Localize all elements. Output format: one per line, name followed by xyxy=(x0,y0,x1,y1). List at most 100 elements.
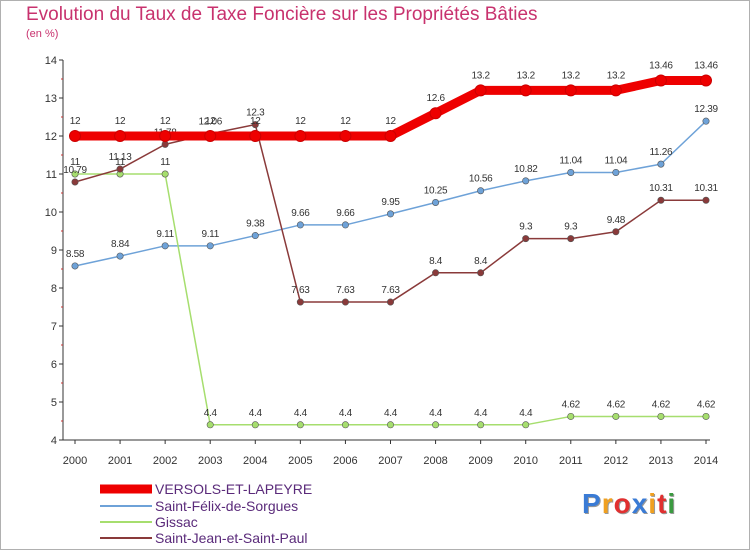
proxiti-logo: Proxiti xyxy=(582,488,676,520)
legend-label: VERSOLS-ET-LAPEYRE xyxy=(155,481,312,497)
y-tick-label: 12 xyxy=(45,131,57,143)
y-unit-label: (en %) xyxy=(26,28,59,40)
data-label: 13.46 xyxy=(694,61,718,72)
data-label: 4.4 xyxy=(519,408,533,419)
data-point xyxy=(341,221,349,229)
data-point xyxy=(429,107,442,120)
x-tick-label: 2009 xyxy=(468,455,492,467)
data-point xyxy=(249,130,262,142)
data-label: 10.25 xyxy=(424,186,448,197)
data-point xyxy=(700,74,712,87)
data-point xyxy=(71,170,79,178)
x-tick-label: 2006 xyxy=(333,455,357,467)
data-point xyxy=(522,177,530,185)
data-point xyxy=(206,421,214,429)
data-point xyxy=(386,210,394,218)
data-point xyxy=(567,168,575,176)
data-point xyxy=(296,298,304,306)
data-point xyxy=(296,221,304,229)
data-point xyxy=(206,242,214,250)
data-label: 12 xyxy=(70,116,81,127)
y-tick-label: 10 xyxy=(45,207,57,219)
data-point xyxy=(432,421,440,429)
data-label: 12 xyxy=(340,116,351,127)
data-label: 7.63 xyxy=(291,285,310,296)
data-label: 4.62 xyxy=(652,399,671,410)
y-tick-label: 4 xyxy=(51,435,57,447)
y-tick-label: 14 xyxy=(45,55,57,67)
data-point xyxy=(341,421,349,429)
data-point xyxy=(116,165,124,173)
data-label: 9.48 xyxy=(607,215,626,226)
data-point xyxy=(161,170,169,178)
legend-label: Saint-Félix-de-Sorgues xyxy=(155,498,298,514)
data-label: 4.4 xyxy=(294,408,308,419)
data-label: 11.26 xyxy=(650,147,674,158)
data-label: 10.82 xyxy=(514,164,538,175)
x-tick-label: 2003 xyxy=(198,455,222,467)
data-label: 4.4 xyxy=(474,408,488,419)
data-label: 8.58 xyxy=(66,249,85,260)
data-label: 12 xyxy=(295,116,306,127)
logo-letter: P xyxy=(582,488,602,519)
data-point xyxy=(116,252,124,260)
data-point xyxy=(432,199,440,207)
data-label: 11.04 xyxy=(604,155,628,166)
data-label: 13.46 xyxy=(649,61,673,72)
x-tick-label: 2010 xyxy=(513,455,537,467)
data-label: 11 xyxy=(70,157,81,168)
data-label: 13.2 xyxy=(517,70,536,81)
data-point xyxy=(432,269,440,277)
data-label: 12.06 xyxy=(198,117,222,128)
data-point xyxy=(204,130,217,142)
data-point xyxy=(657,412,665,420)
data-label: 13.2 xyxy=(472,70,491,81)
data-point xyxy=(519,84,532,97)
chart-title: Evolution du Taux de Taxe Foncière sur l… xyxy=(26,4,538,25)
data-point xyxy=(657,196,665,204)
data-point xyxy=(702,117,710,125)
data-point xyxy=(71,178,79,186)
data-label: 4.62 xyxy=(607,399,626,410)
data-label: 9.3 xyxy=(564,222,578,233)
data-label: 9.95 xyxy=(381,197,400,208)
data-label: 10.79 xyxy=(63,165,87,176)
series-saint-felix-de-sorgues: 8.58 8.84 9.11 9.11 9.38 9.66 9.66 9.95 10.25 10.… xyxy=(66,104,719,270)
data-label: 9.66 xyxy=(291,208,310,219)
data-point xyxy=(609,84,622,97)
data-label: 12 xyxy=(205,116,216,127)
data-point xyxy=(522,421,530,429)
y-tick-label: 9 xyxy=(51,245,57,257)
data-label: 8.4 xyxy=(429,256,443,267)
data-label: 8.4 xyxy=(474,256,488,267)
data-label: 9.11 xyxy=(201,229,219,240)
data-label: 10.31 xyxy=(649,183,673,194)
data-label: 7.63 xyxy=(336,285,355,296)
data-point xyxy=(294,130,307,142)
y-tick-label: 13 xyxy=(45,93,57,105)
data-point xyxy=(341,298,349,306)
x-tick-label: 2013 xyxy=(649,455,673,467)
data-point xyxy=(612,412,620,420)
data-label: 10.56 xyxy=(469,174,493,185)
x-tick-label: 2014 xyxy=(694,455,718,467)
data-label: 12.6 xyxy=(426,93,445,104)
x-tick-label: 2005 xyxy=(288,455,312,467)
data-label: 4.4 xyxy=(204,408,218,419)
x-tick-label: 2000 xyxy=(63,455,87,467)
y-tick-label: 11 xyxy=(46,169,57,181)
data-point xyxy=(251,421,259,429)
data-point xyxy=(567,412,575,420)
data-label: 7.63 xyxy=(381,285,400,296)
data-label: 11.13 xyxy=(109,152,133,163)
data-point xyxy=(567,235,575,243)
y-tick-label: 7 xyxy=(51,321,57,333)
y-tick-label: 8 xyxy=(51,283,57,295)
data-point xyxy=(251,232,259,240)
data-point xyxy=(522,235,530,243)
data-point xyxy=(296,421,304,429)
data-label: 4.62 xyxy=(562,399,581,410)
x-tick-label: 2007 xyxy=(378,455,402,467)
data-label: 4.4 xyxy=(249,408,263,419)
